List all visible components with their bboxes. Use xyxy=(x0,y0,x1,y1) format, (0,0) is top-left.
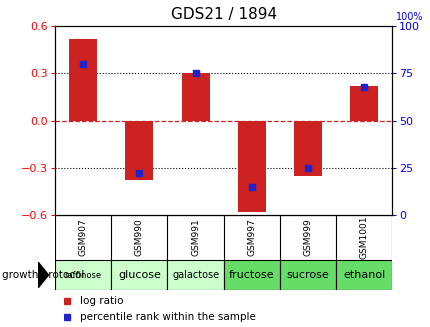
Text: GSM907: GSM907 xyxy=(78,219,87,256)
Bar xyxy=(181,73,209,121)
Bar xyxy=(237,121,265,212)
Text: 100%: 100% xyxy=(395,12,422,22)
Bar xyxy=(125,121,153,181)
Text: GSM999: GSM999 xyxy=(303,219,312,256)
Text: GSM997: GSM997 xyxy=(247,219,256,256)
Text: galactose: galactose xyxy=(172,270,218,280)
Bar xyxy=(335,260,391,290)
Text: GSM990: GSM990 xyxy=(135,219,144,256)
Text: percentile rank within the sample: percentile rank within the sample xyxy=(80,312,255,322)
Text: glucose: glucose xyxy=(118,270,160,280)
Title: GDS21 / 1894: GDS21 / 1894 xyxy=(170,7,276,22)
Text: fructose: fructose xyxy=(228,270,274,280)
Text: log ratio: log ratio xyxy=(80,296,123,306)
Text: GSM991: GSM991 xyxy=(190,219,200,256)
Bar xyxy=(111,260,167,290)
Text: growth protocol: growth protocol xyxy=(2,270,84,280)
Bar xyxy=(293,121,321,176)
Bar xyxy=(223,260,279,290)
Text: raffinose: raffinose xyxy=(64,270,101,280)
Text: GSM1001: GSM1001 xyxy=(359,216,368,259)
Text: sucrose: sucrose xyxy=(286,270,329,280)
Text: ethanol: ethanol xyxy=(342,270,384,280)
Polygon shape xyxy=(38,262,49,288)
Bar xyxy=(167,260,223,290)
Bar xyxy=(279,260,335,290)
Bar xyxy=(69,39,97,121)
Bar xyxy=(350,86,378,121)
Bar xyxy=(55,260,111,290)
